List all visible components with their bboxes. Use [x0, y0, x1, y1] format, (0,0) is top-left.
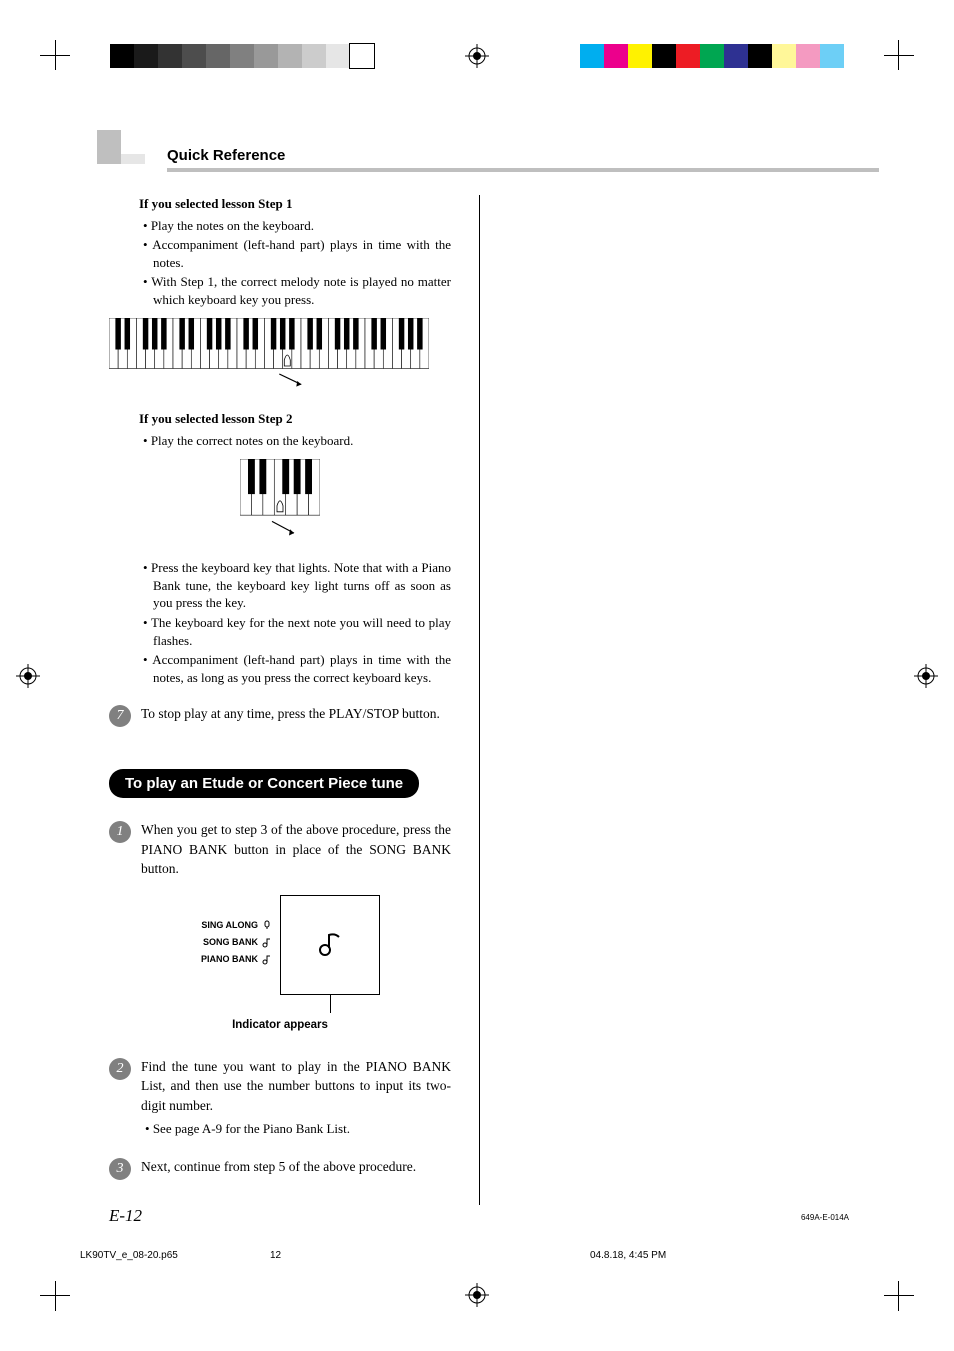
- step-text: When you get to step 3 of the above proc…: [141, 820, 451, 879]
- list-item: Accompaniment (left-hand part) plays in …: [139, 236, 451, 271]
- page-body: Quick Reference If you selected lesson S…: [75, 105, 879, 1246]
- slug-filename: LK90TV_e_08-20.p65: [80, 1250, 270, 1261]
- step-badge: 1: [109, 821, 131, 843]
- step-text: Next, continue from step 5 of the above …: [141, 1157, 451, 1180]
- crop-mark: [884, 1295, 914, 1296]
- crop-mark: [55, 40, 56, 70]
- note-icon: [262, 938, 272, 948]
- page-number: E-12: [109, 1206, 142, 1226]
- figure-caption: Indicator appears: [109, 1019, 451, 1031]
- right-column: [479, 195, 821, 1205]
- step2-heading: If you selected lesson Step 2: [139, 410, 451, 428]
- crop-mark: [55, 1281, 56, 1311]
- label-piano-bank: PIANO BANK: [201, 951, 258, 968]
- step-text: To stop play at any time, press the PLAY…: [141, 704, 451, 727]
- list-item: Play the notes on the keyboard.: [139, 217, 451, 235]
- procedure-step-2: 2 Find the tune you want to play in the …: [109, 1057, 451, 1139]
- header: Quick Reference: [75, 105, 879, 165]
- keyboard-small-figure: [109, 459, 451, 537]
- header-rule: [167, 168, 879, 172]
- crop-mark: [884, 55, 914, 56]
- slug-page: 12: [270, 1250, 590, 1261]
- list-item: With Step 1, the correct melody note is …: [139, 273, 451, 308]
- header-title: Quick Reference: [167, 147, 285, 164]
- display-box: [280, 895, 380, 995]
- document-id: 649A-E-014A: [801, 1213, 849, 1222]
- mic-icon: [262, 920, 272, 930]
- color-bar: [580, 44, 844, 68]
- note-icon: [262, 955, 272, 965]
- step-badge: 7: [109, 705, 131, 727]
- grayscale-bar: [110, 44, 374, 68]
- list-item: See page A-9 for the Piano Bank List.: [141, 1120, 451, 1138]
- crop-mark: [898, 40, 899, 70]
- slug-timestamp: 04.8.18, 4:45 PM: [590, 1250, 874, 1261]
- keyboard-full-figure: [109, 318, 451, 388]
- list-item: Press the keyboard key that lights. Note…: [139, 559, 451, 612]
- step-text-main: Find the tune you want to play in the PI…: [141, 1059, 451, 1113]
- list-item: Accompaniment (left-hand part) plays in …: [139, 651, 451, 686]
- step1-heading: If you selected lesson Step 1: [139, 195, 451, 213]
- list-item: Play the correct notes on the keyboard.: [139, 432, 451, 450]
- step-text: Find the tune you want to play in the PI…: [141, 1057, 451, 1139]
- registration-mark-icon: [465, 44, 489, 68]
- step-badge: 2: [109, 1058, 131, 1080]
- registration-mark-icon: [914, 664, 938, 688]
- procedure-step-3: 3 Next, continue from step 5 of the abov…: [109, 1157, 451, 1180]
- display-indicator-figure: SING ALONG SONG BANK PIANO BANK: [109, 895, 451, 1017]
- crop-mark: [898, 1281, 899, 1311]
- left-column: If you selected lesson Step 1 Play the n…: [109, 195, 451, 1205]
- display-labels: SING ALONG SONG BANK PIANO BANK: [180, 917, 272, 968]
- label-song-bank: SONG BANK: [203, 934, 258, 951]
- slug-line: LK90TV_e_08-20.p65 12 04.8.18, 4:45 PM: [80, 1250, 874, 1261]
- piano-bank-indicator-icon: [317, 932, 343, 958]
- header-block-icon: [97, 130, 121, 164]
- registration-mark-icon: [465, 1283, 489, 1307]
- label-sing-along: SING ALONG: [201, 917, 258, 934]
- step-badge: 3: [109, 1158, 131, 1180]
- list-item: The keyboard key for the next note you w…: [139, 614, 451, 649]
- step-7: 7 To stop play at any time, press the PL…: [109, 704, 451, 727]
- indicator-line: [330, 995, 331, 1013]
- section-pill: To play an Etude or Concert Piece tune: [109, 769, 419, 798]
- header-tab-icon: [121, 154, 145, 164]
- procedure-step-1: 1 When you get to step 3 of the above pr…: [109, 820, 451, 879]
- registration-mark-icon: [16, 664, 40, 688]
